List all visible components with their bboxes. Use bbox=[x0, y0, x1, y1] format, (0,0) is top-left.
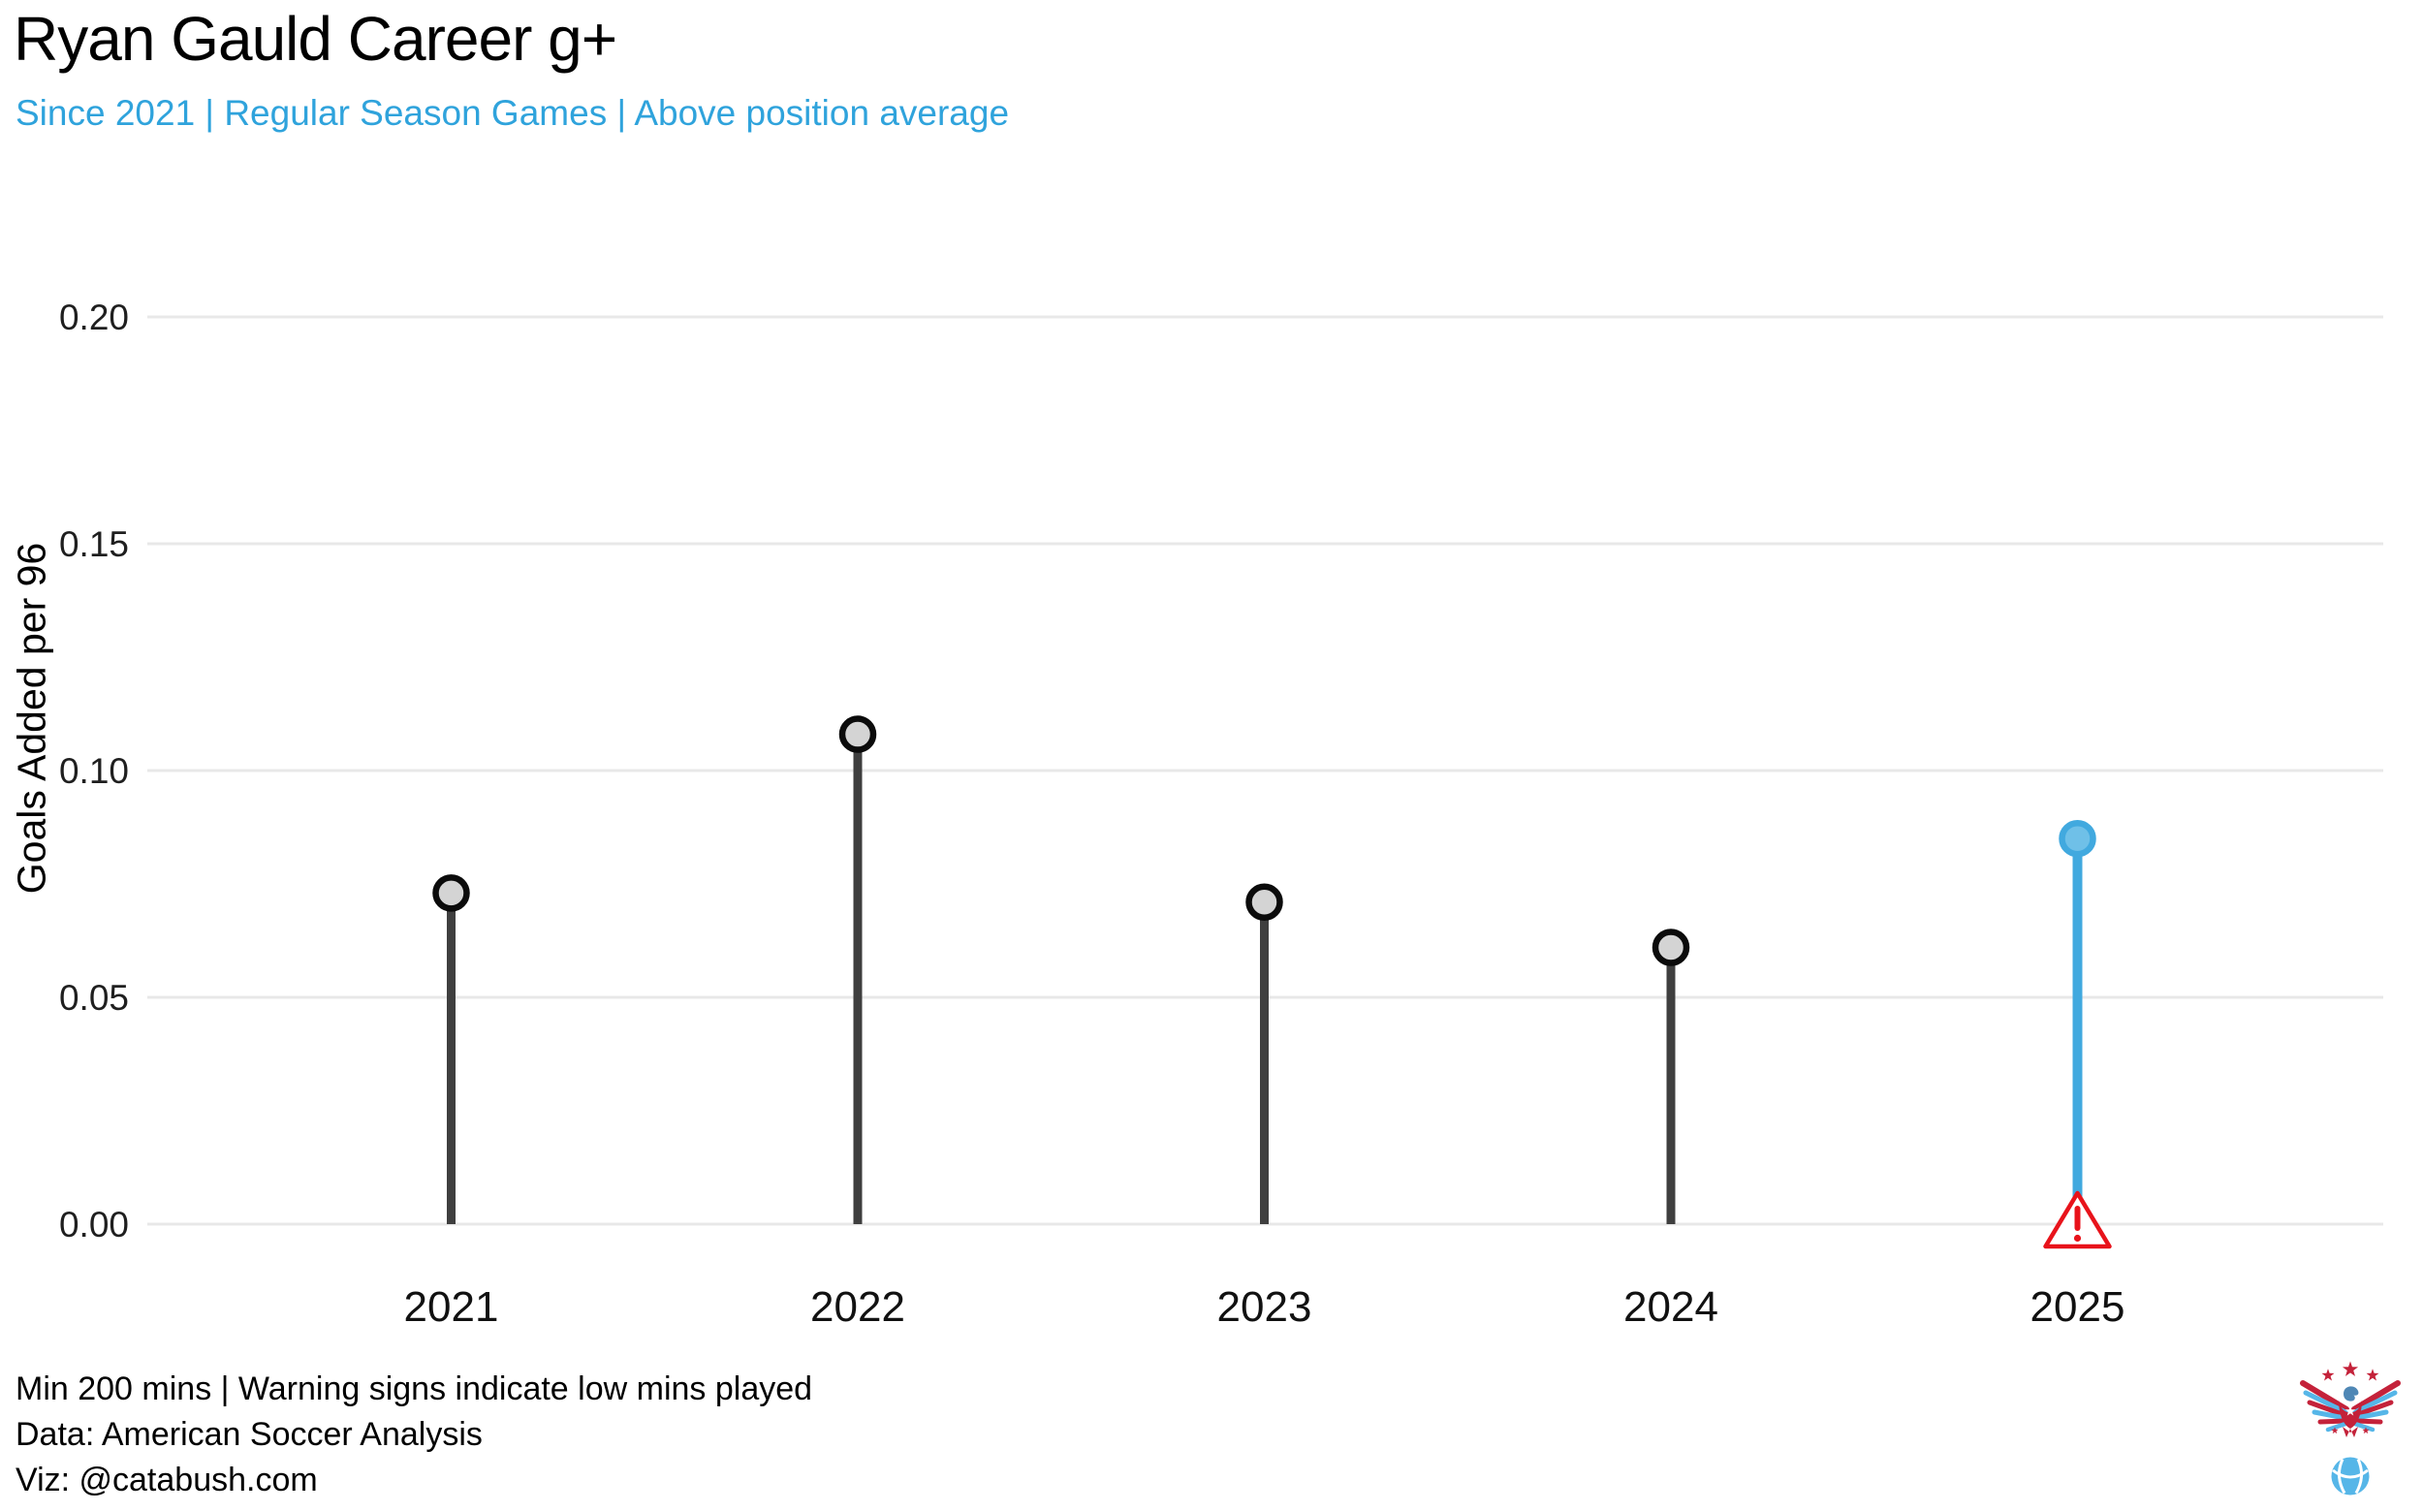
logo-star-center bbox=[2342, 1361, 2359, 1376]
logo-eagle-body bbox=[2339, 1400, 2362, 1429]
x-tick-label: 2023 bbox=[1217, 1283, 1312, 1331]
x-tick-label: 2025 bbox=[2030, 1283, 2125, 1331]
viz-credit: Viz: @catabush.com bbox=[16, 1462, 318, 1498]
page-title: Ryan Gauld Career g+ bbox=[14, 4, 617, 74]
logo-right-wing bbox=[2351, 1380, 2401, 1433]
y-tick-label: 0.05 bbox=[59, 978, 129, 1018]
footnote-min-mins: Min 200 mins | Warning signs indicate lo… bbox=[16, 1370, 813, 1407]
y-tick-label: 0.15 bbox=[59, 524, 129, 564]
logo-eagle-head bbox=[2344, 1386, 2359, 1402]
warning-exclamation-dot bbox=[2073, 1234, 2082, 1243]
lollipop-point bbox=[2059, 819, 2096, 858]
y-tick-label: 0.20 bbox=[59, 298, 129, 337]
lollipop-point bbox=[838, 715, 877, 753]
data-credit: Data: American Soccer Analysis bbox=[16, 1416, 483, 1453]
page-subtitle: Since 2021 | Regular Season Games | Abov… bbox=[16, 93, 1010, 133]
lollipop-point bbox=[1245, 883, 1283, 921]
lollipop-point bbox=[432, 874, 470, 912]
x-tick-label: 2024 bbox=[1623, 1283, 1718, 1331]
lollipop-point bbox=[1652, 929, 1690, 966]
logo-star-right bbox=[2366, 1369, 2379, 1381]
x-tick-label: 2021 bbox=[404, 1283, 499, 1331]
logo-tail bbox=[2343, 1427, 2358, 1437]
y-tick-label: 0.00 bbox=[59, 1205, 129, 1244]
eagle-soccer-ball-logo-icon bbox=[2300, 1361, 2401, 1496]
logo-star-left bbox=[2321, 1369, 2335, 1381]
y-tick-label: 0.10 bbox=[59, 751, 129, 791]
x-tick-label: 2022 bbox=[810, 1283, 905, 1331]
logo-ball bbox=[2331, 1457, 2370, 1496]
